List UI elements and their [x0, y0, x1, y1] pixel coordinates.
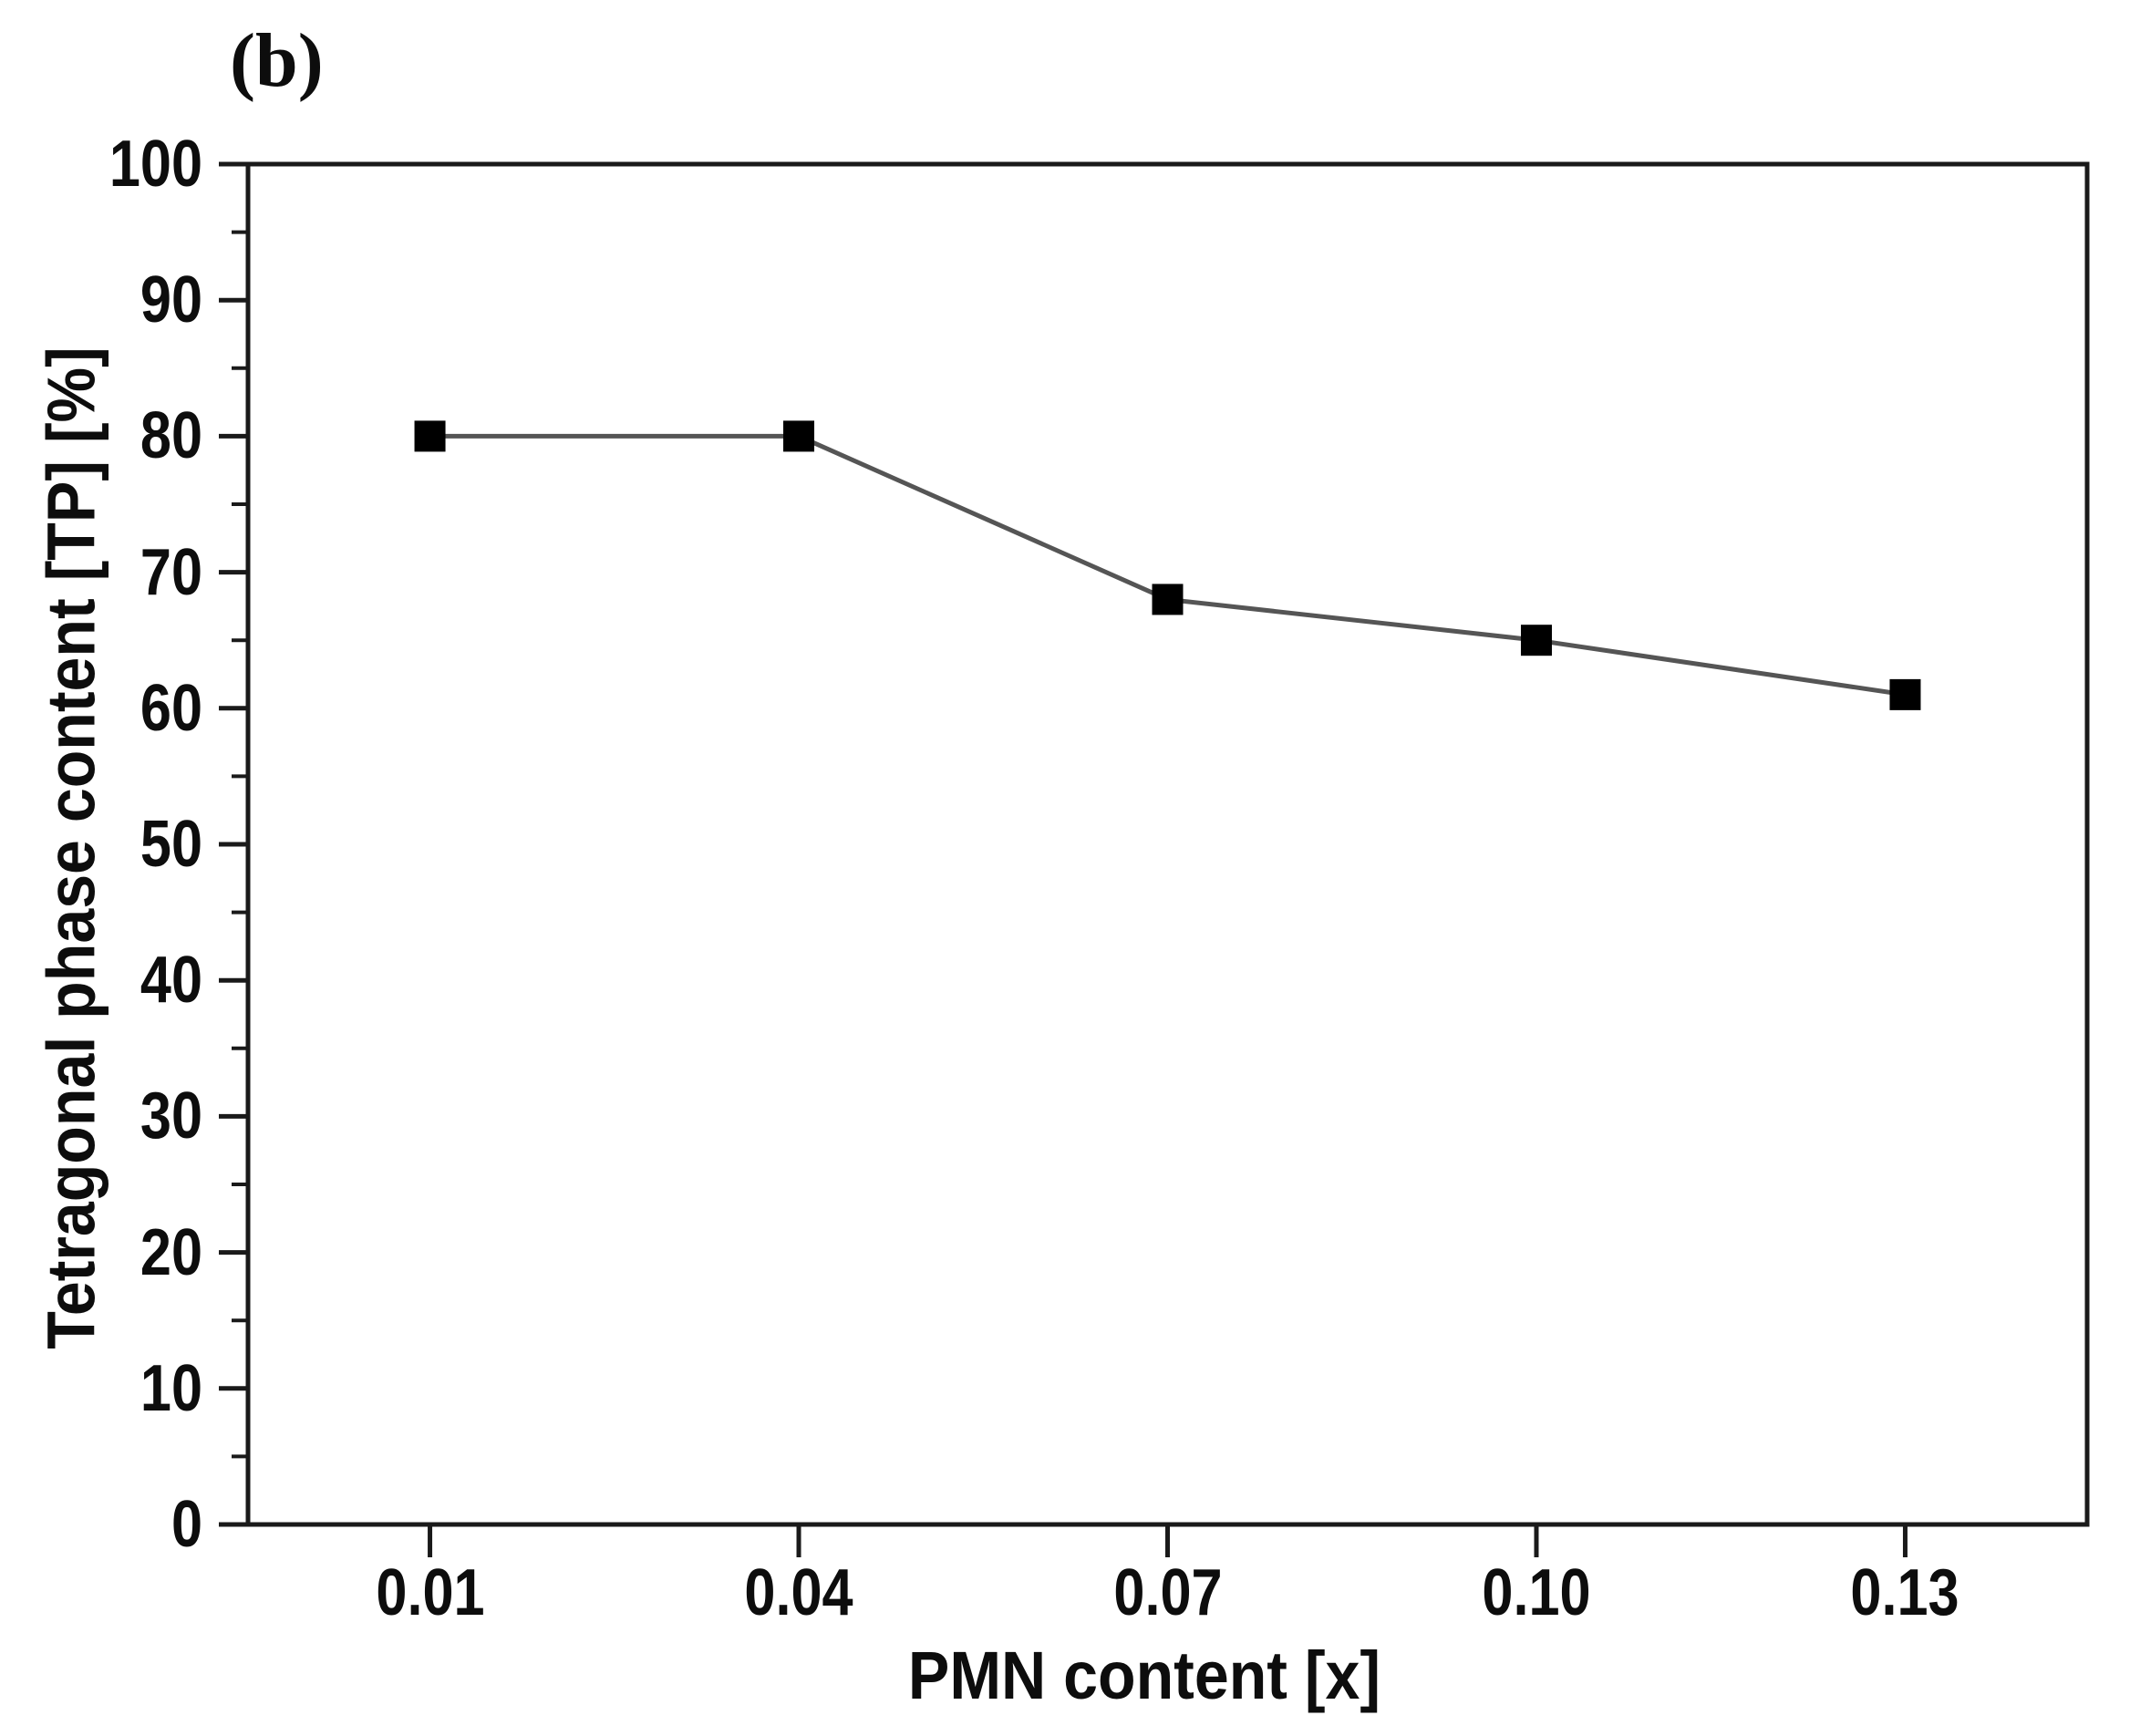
y-tick-label: 60 — [140, 671, 202, 745]
axis-frame — [245, 161, 2090, 1527]
y-tick-label: 0 — [171, 1488, 202, 1561]
y-tick-label: 90 — [140, 264, 202, 337]
x-tick-label: 0.13 — [1850, 1556, 1960, 1629]
x-tick-label: 0.01 — [375, 1556, 485, 1629]
y-tick-label: 20 — [140, 1215, 202, 1289]
y-tick-label: 80 — [140, 399, 202, 473]
data-point-marker — [1889, 678, 1921, 710]
x-tick-label: 0.07 — [1112, 1556, 1223, 1629]
data-point-marker — [1152, 584, 1184, 615]
y-tick-label: 40 — [140, 944, 202, 1018]
x-axis-title: PMN content [x] — [907, 1638, 1381, 1713]
y-tick-label: 100 — [109, 128, 202, 201]
x-tick-label: 0.04 — [744, 1556, 853, 1629]
y-tick-label: 30 — [140, 1080, 202, 1153]
panel-label: (b) — [230, 18, 324, 103]
data-point-marker — [783, 420, 815, 452]
data-line — [429, 433, 1906, 698]
y-tick-label: 10 — [140, 1351, 202, 1425]
x-tick-label: 0.10 — [1482, 1556, 1591, 1629]
y-tick-label: 50 — [140, 808, 202, 881]
y-tick-label: 70 — [140, 535, 202, 609]
data-point-marker — [1520, 625, 1552, 656]
data-point-marker — [414, 420, 446, 452]
